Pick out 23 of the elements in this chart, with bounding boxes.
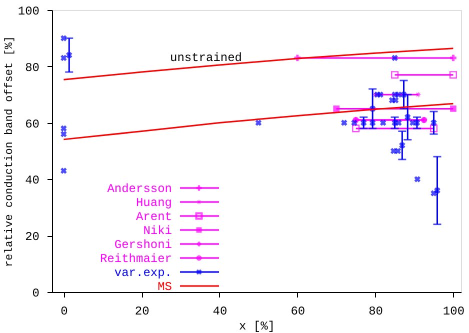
y-tick-label: 0 <box>32 286 40 300</box>
y-tick-label: 60 <box>25 117 40 132</box>
annotation: unstrained <box>170 51 242 65</box>
y-tick-label: 20 <box>25 230 40 244</box>
legend-label: Arent <box>136 210 172 224</box>
x-tick-label: 40 <box>212 304 228 318</box>
x-tick-label: 60 <box>290 304 306 318</box>
legend-label: Reithmaier <box>100 252 172 266</box>
y-tick-label: 40 <box>25 174 40 188</box>
y-tick-label: 100 <box>18 4 40 18</box>
legend-label: Gershoni <box>114 238 172 252</box>
y-tick-label: 80 <box>25 60 40 75</box>
legend-label: var.exp. <box>114 266 172 280</box>
x-tick-label: 100 <box>442 304 465 318</box>
x-axis-title: x [%] <box>238 320 276 333</box>
y-axis-title: relative conduction band offset [%] <box>4 36 16 268</box>
x-tick-label: 80 <box>368 304 384 318</box>
legend-label: Niki <box>143 224 172 238</box>
x-tick-label: 20 <box>134 304 150 318</box>
legend-label: Andersson <box>107 182 172 196</box>
legend-label: Huang <box>136 196 172 210</box>
x-tick-label: 0 <box>60 304 68 318</box>
legend-label: MS <box>158 280 172 294</box>
